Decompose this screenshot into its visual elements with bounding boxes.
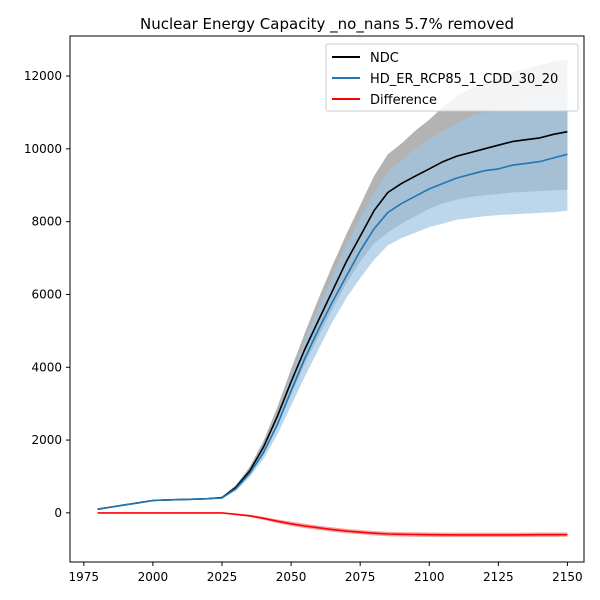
y-tick-label: 4000 (31, 360, 62, 374)
x-tick-label: 2050 (276, 570, 307, 584)
line-hd-er-rcp85-1-cdd-30-20 (97, 153, 568, 510)
y-tick-label: 10000 (24, 142, 62, 156)
y-tick-label: 12000 (24, 69, 62, 83)
line-difference (97, 512, 568, 536)
series-lines (97, 130, 568, 536)
x-tick-label: 2000 (138, 570, 169, 584)
legend: NDC HD_ER_RCP85_1_CDD_30_20 Difference (325, 43, 579, 112)
x-tick-label: 2025 (207, 570, 238, 584)
y-tick-label: 2000 (31, 433, 62, 447)
legend-label-hd-er-rcp85-1-cdd-30-20: HD_ER_RCP85_1_CDD_30_20 (370, 72, 558, 87)
band-difference (97, 512, 568, 538)
legend-label-difference: Difference (370, 93, 437, 108)
x-tick-label: 2125 (483, 570, 514, 584)
legend-box (325, 43, 579, 112)
x-tick-label: 2100 (414, 570, 445, 584)
x-tick-label: 2150 (552, 570, 583, 584)
x-axis: 1975 2000 2025 2050 2075 2100 2125 2150 (69, 562, 583, 584)
x-tick-label: 2075 (345, 570, 376, 584)
x-tick-label: 1975 (69, 570, 100, 584)
plot-frame (69, 35, 585, 563)
y-tick-label: 0 (54, 506, 62, 520)
y-tick-label: 8000 (31, 215, 62, 229)
uncertainty-bands (97, 59, 568, 538)
y-axis: 0 2000 4000 6000 8000 10000 12000 (24, 69, 70, 520)
legend-label-ndc: NDC (370, 51, 399, 66)
y-tick-label: 6000 (31, 287, 62, 301)
chart-title: Nuclear Energy Capacity _no_nans 5.7% re… (140, 15, 514, 34)
